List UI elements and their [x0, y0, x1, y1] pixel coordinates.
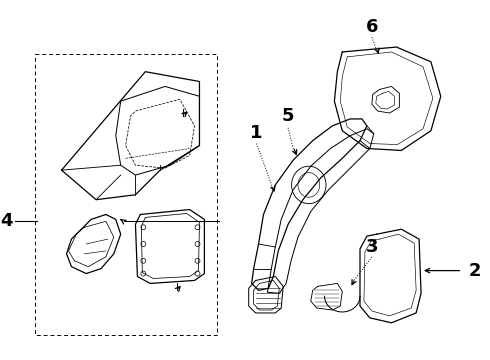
Text: 4: 4 — [0, 212, 12, 230]
Text: 5: 5 — [282, 107, 294, 125]
Text: 1: 1 — [250, 124, 263, 142]
Bar — [35, 54, 217, 335]
Text: 2: 2 — [469, 262, 482, 280]
Text: 6: 6 — [366, 18, 378, 36]
Text: 3: 3 — [366, 238, 378, 256]
